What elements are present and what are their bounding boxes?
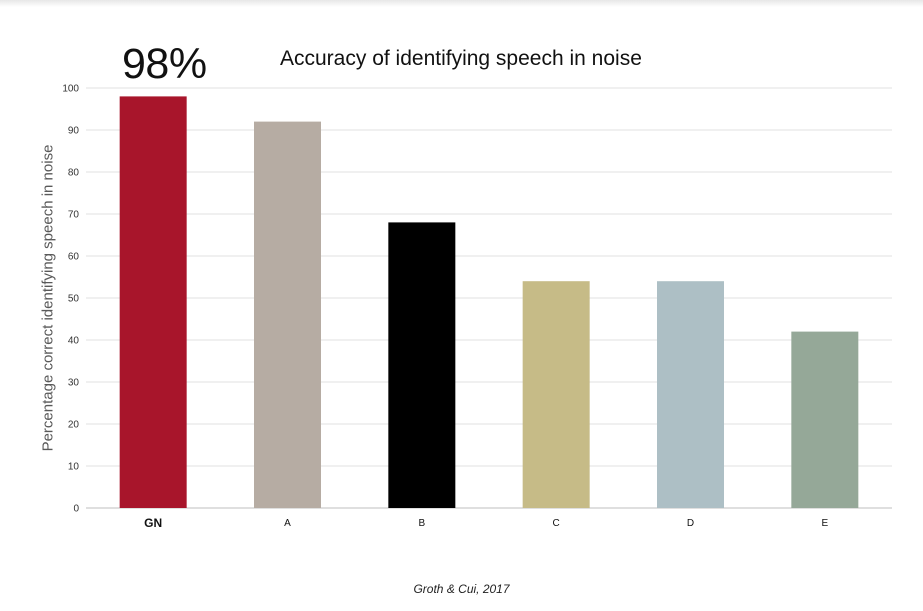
y-tick-label: 80: [68, 168, 80, 179]
y-tick-labels: 0 10 20 30 40 50 60 70 80 90 100: [62, 84, 79, 515]
source-note: Groth & Cui, 2017: [413, 582, 510, 596]
bar-b: [388, 222, 456, 508]
y-tick-label: 30: [68, 378, 80, 389]
y-tick-label: 90: [68, 126, 80, 137]
x-category-label: B: [418, 518, 425, 529]
x-category-labels: GN A B C D E: [144, 516, 828, 530]
bar-c: [522, 281, 590, 508]
top-edge-shadow: [0, 0, 923, 7]
y-tick-label: 20: [68, 420, 80, 431]
y-tick-label: 100: [62, 84, 79, 95]
bar-e: [791, 331, 859, 508]
x-category-label: E: [821, 518, 828, 529]
x-category-label: GN: [144, 516, 162, 530]
x-category-label: A: [284, 518, 291, 529]
y-tick-label: 0: [73, 504, 79, 515]
chart-title: Accuracy of identifying speech in noise: [280, 47, 642, 70]
y-tick-label: 60: [68, 252, 80, 263]
y-tick-label: 50: [68, 294, 80, 305]
bar-d: [657, 281, 724, 508]
bar-a: [254, 121, 321, 508]
bars: [119, 96, 859, 509]
x-category-label: D: [687, 518, 694, 529]
y-tick-label: 70: [68, 210, 80, 221]
x-category-label: C: [553, 518, 560, 529]
bar-gn: [119, 96, 187, 509]
y-tick-label: 10: [68, 462, 80, 473]
y-tick-label: 40: [68, 336, 80, 347]
gridlines: [86, 87, 892, 509]
highlight-value-label: 98%: [122, 40, 207, 88]
